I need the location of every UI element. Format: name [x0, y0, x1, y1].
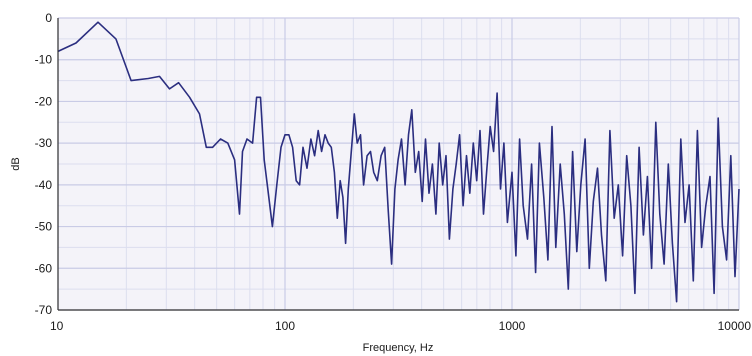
x-tick-label: 100 [275, 319, 295, 333]
y-tick-label: -10 [35, 53, 53, 67]
y-tick-label: 0 [45, 11, 52, 25]
x-tick-label: 1000 [499, 319, 526, 333]
series-layer [57, 21, 740, 303]
y-tick-label: -60 [35, 261, 53, 275]
y-tick-label: -50 [35, 220, 53, 234]
x-axis-title: Frequency, Hz [363, 342, 434, 354]
tick-labels: 10 100 1000 10000 0 -10 -20 -30 -40 -50 -60 -70 [35, 11, 752, 333]
x-tick-label: 10 [50, 319, 64, 333]
minor-grid [58, 18, 739, 310]
y-axis-title: dB [10, 157, 22, 170]
response-series-line [57, 21, 740, 303]
x-tick-label: 10000 [718, 319, 752, 333]
y-tick-label: -20 [35, 94, 53, 108]
y-tick-label: -70 [35, 303, 53, 317]
y-tick-label: -40 [35, 178, 53, 192]
y-tick-label: -30 [35, 136, 53, 150]
